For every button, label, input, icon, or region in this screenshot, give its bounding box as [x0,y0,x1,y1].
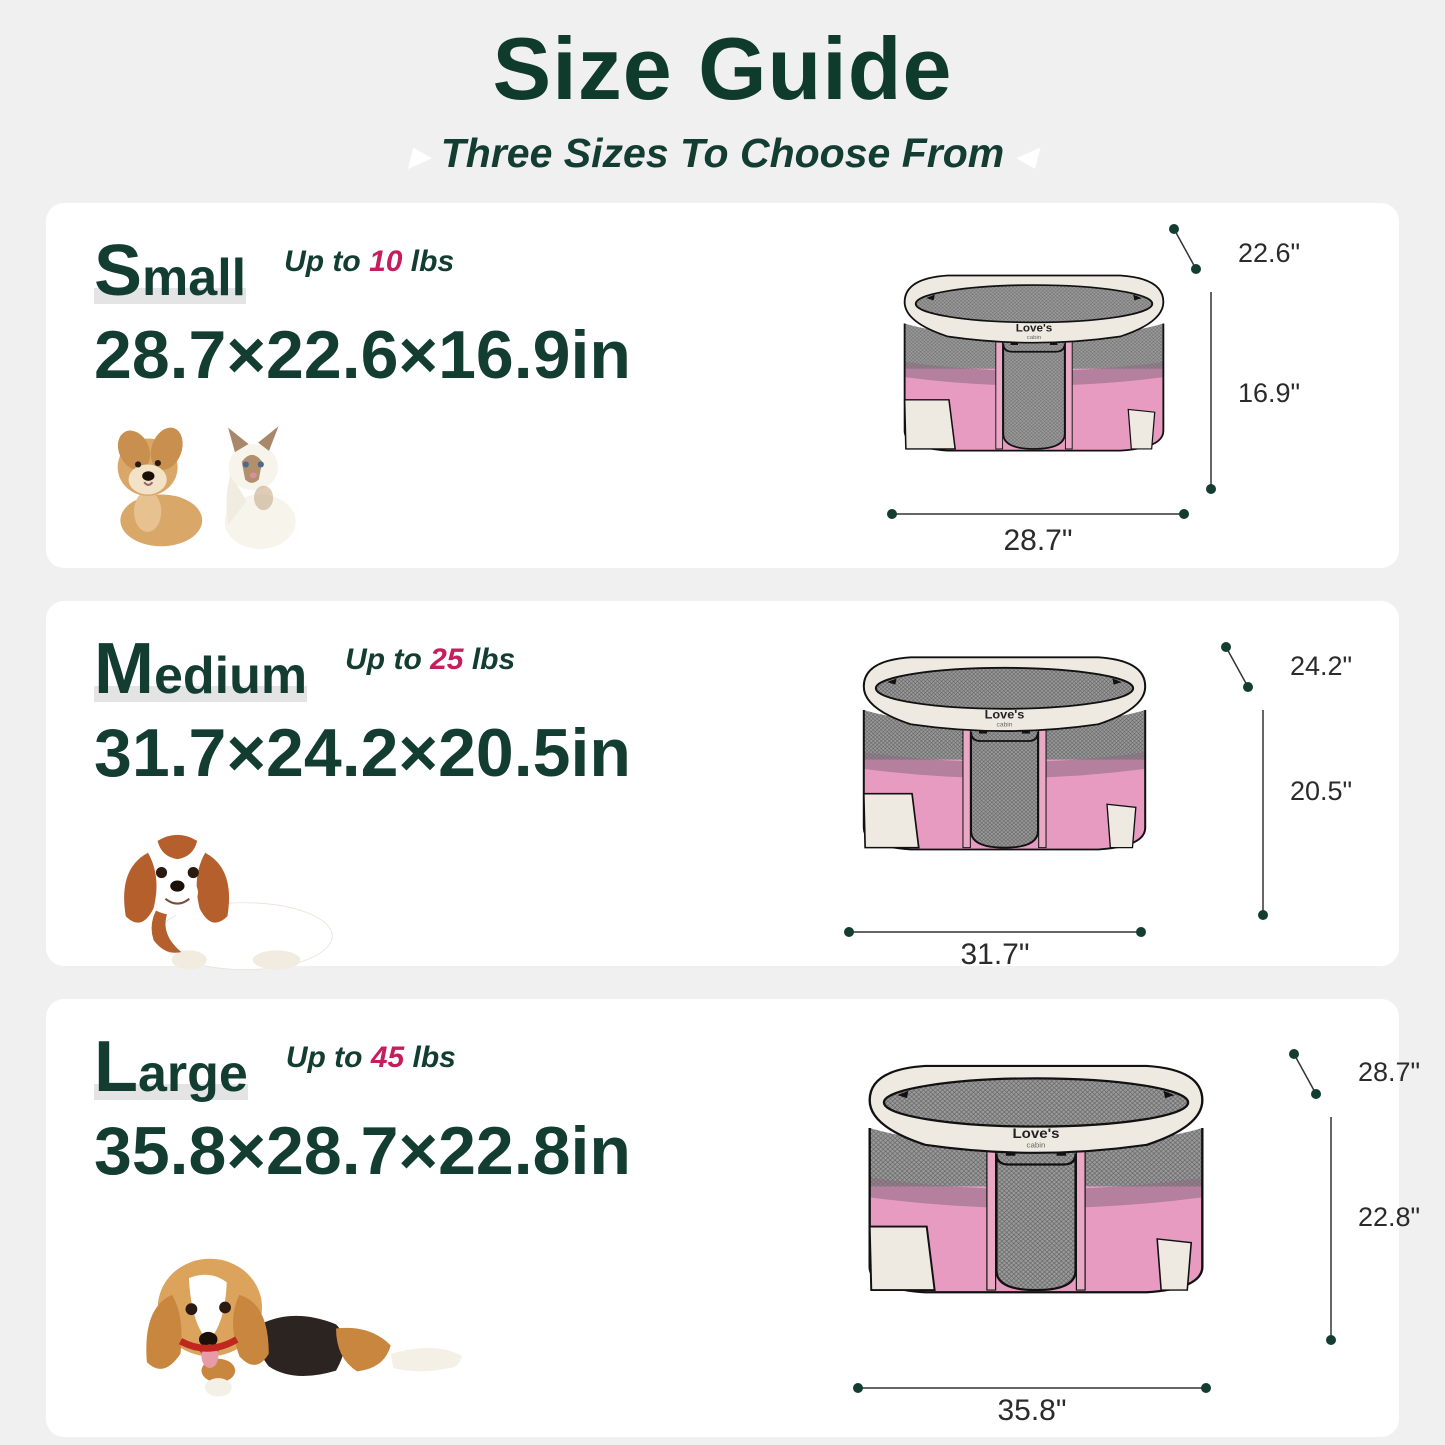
svg-text:cabin: cabin [997,722,1013,729]
svg-text:Love's: Love's [985,708,1025,721]
svg-text:cabin: cabin [1027,335,1042,341]
svg-text:Love's: Love's [1016,323,1053,334]
svg-text:cabin: cabin [1027,1141,1046,1150]
svg-text:Love's: Love's [1012,1127,1059,1142]
